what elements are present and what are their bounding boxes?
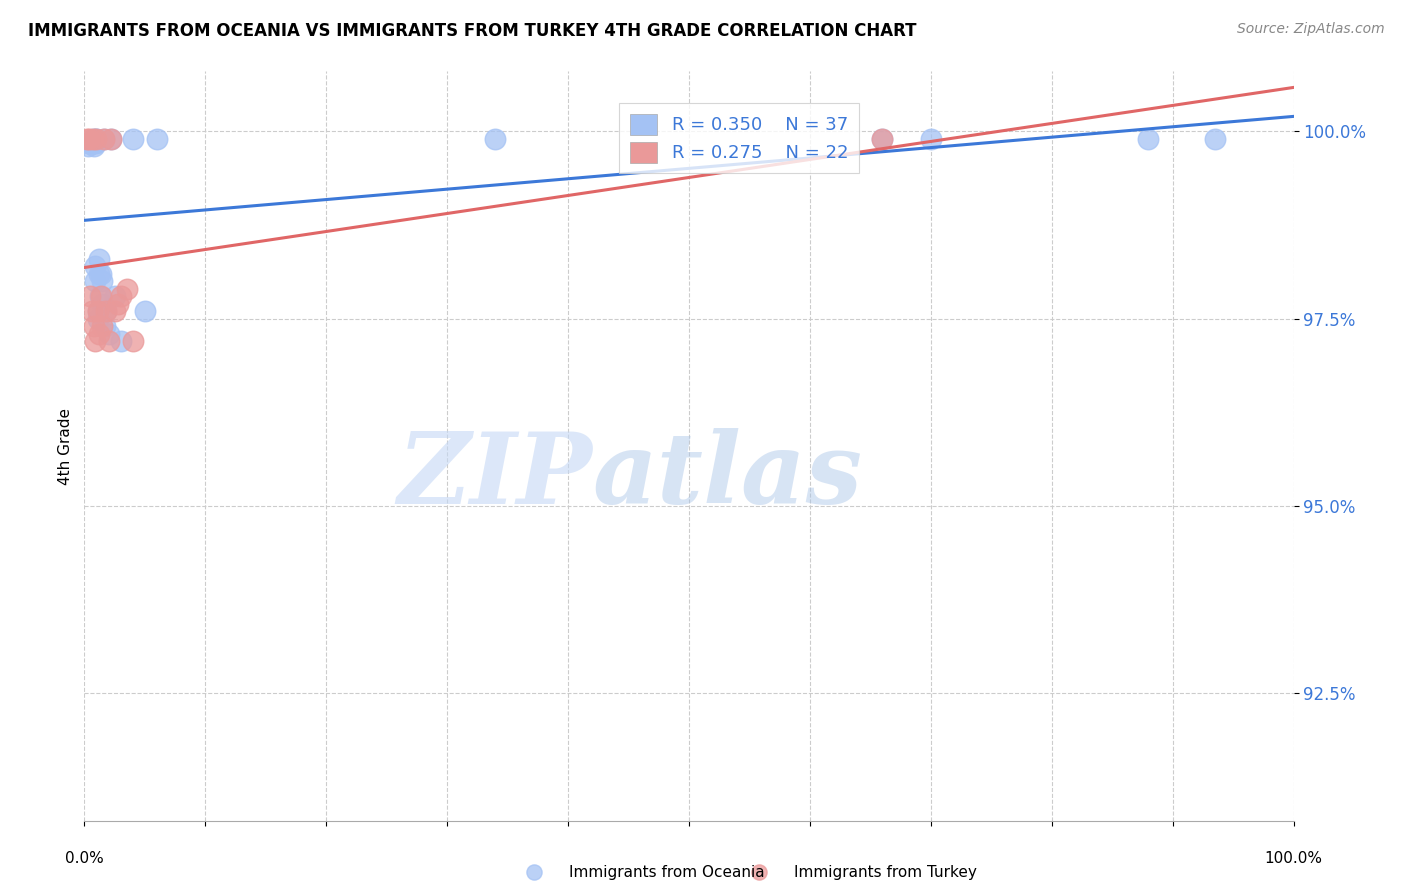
- Point: [93, 132, 115, 146]
- Point: [82, 133, 104, 147]
- Point: [87, 267, 110, 281]
- Point: [79, 136, 101, 150]
- Point: [121, 334, 143, 348]
- Point: [115, 282, 138, 296]
- Point: [484, 132, 506, 146]
- Point: [76, 132, 98, 146]
- Point: [91, 296, 114, 310]
- Point: [89, 289, 111, 303]
- Point: [920, 132, 942, 146]
- Point: [82, 132, 104, 146]
- Legend: R = 0.350    N = 37, R = 0.275    N = 22: R = 0.350 N = 37, R = 0.275 N = 22: [620, 103, 859, 173]
- Y-axis label: 4th Grade: 4th Grade: [58, 408, 73, 484]
- Point: [100, 132, 122, 146]
- Point: [97, 334, 120, 348]
- Point: [83, 319, 105, 334]
- Text: Immigrants from Oceania: Immigrants from Oceania: [569, 865, 765, 880]
- Text: IMMIGRANTS FROM OCEANIA VS IMMIGRANTS FROM TURKEY 4TH GRADE CORRELATION CHART: IMMIGRANTS FROM OCEANIA VS IMMIGRANTS FR…: [28, 22, 917, 40]
- Point: [110, 334, 132, 348]
- Point: [84, 334, 107, 348]
- Point: [91, 274, 114, 288]
- Point: [77, 136, 100, 150]
- Point: [93, 132, 115, 146]
- Point: [90, 267, 112, 281]
- Point: [94, 304, 117, 318]
- Point: [94, 319, 117, 334]
- Point: [872, 132, 894, 146]
- Point: [104, 304, 127, 318]
- Point: [87, 326, 110, 341]
- Point: [86, 133, 108, 147]
- Point: [83, 136, 105, 150]
- Point: [134, 304, 156, 318]
- Point: [91, 319, 114, 334]
- Point: [86, 132, 108, 146]
- Point: [80, 304, 103, 318]
- Point: [77, 132, 100, 146]
- Point: [872, 132, 894, 146]
- Point: [110, 289, 132, 303]
- Text: ZIP: ZIP: [398, 428, 592, 524]
- Point: [77, 139, 100, 153]
- Point: [86, 132, 108, 146]
- Point: [82, 132, 104, 146]
- Point: [86, 304, 108, 318]
- Point: [104, 289, 127, 303]
- Point: [80, 136, 103, 150]
- Point: [121, 132, 143, 146]
- Text: Immigrants from Turkey: Immigrants from Turkey: [794, 865, 977, 880]
- Point: [748, 865, 770, 880]
- Text: 100.0%: 100.0%: [1264, 851, 1323, 865]
- Text: Source: ZipAtlas.com: Source: ZipAtlas.com: [1237, 22, 1385, 37]
- Point: [79, 289, 101, 303]
- Point: [86, 311, 108, 326]
- Point: [86, 136, 108, 150]
- Point: [146, 132, 169, 146]
- Point: [83, 139, 105, 153]
- Point: [84, 274, 107, 288]
- Point: [94, 304, 117, 318]
- Text: atlas: atlas: [592, 428, 862, 524]
- Point: [97, 326, 120, 341]
- Point: [86, 132, 108, 146]
- Point: [90, 289, 112, 303]
- Point: [87, 252, 110, 266]
- Point: [1137, 132, 1160, 146]
- Point: [84, 259, 107, 273]
- Point: [523, 865, 546, 880]
- Point: [1204, 132, 1226, 146]
- Point: [107, 296, 129, 310]
- Point: [86, 304, 108, 318]
- Point: [100, 132, 122, 146]
- Text: 0.0%: 0.0%: [65, 851, 104, 865]
